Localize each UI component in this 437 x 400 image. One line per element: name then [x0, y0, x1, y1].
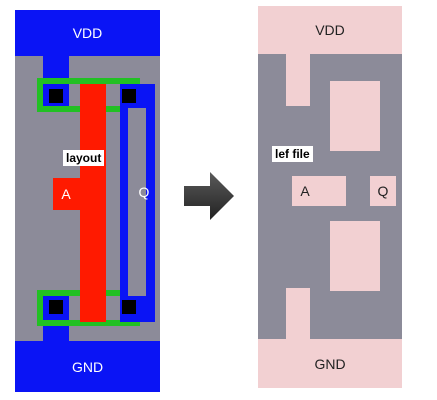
- layout-panel: VDD GND Q A layout: [15, 10, 160, 392]
- right-arrow-icon: [184, 172, 234, 220]
- layout-title-tag: layout: [63, 150, 105, 166]
- lef-a-label: A: [300, 183, 310, 199]
- lef-panel: VDD A Q GND lef file: [258, 6, 402, 388]
- layout-a-pad: [53, 178, 83, 210]
- layout-a-label: A: [61, 186, 71, 202]
- layout-vdd-label: VDD: [72, 25, 103, 41]
- lef-title-tag: lef file: [272, 146, 313, 162]
- layout-gnd-rail: [15, 341, 160, 392]
- lef-vdd-rail: [258, 6, 402, 54]
- layout-vdd-rail: [15, 10, 160, 56]
- layout-q-metal-spine: [146, 84, 155, 322]
- layout-contact-bottom-right: [122, 300, 136, 314]
- lef-gnd-strap: [286, 288, 310, 342]
- lef-gnd-rail: [258, 339, 402, 388]
- lef-q-pin: [370, 176, 396, 206]
- layout-contact-bottom-left: [49, 300, 63, 314]
- layout-q-metal-inner-cut: [128, 108, 146, 298]
- layout-contact-top-left: [49, 89, 63, 103]
- lef-vdd-label: VDD: [315, 22, 345, 38]
- layout-poly-gate: [80, 84, 106, 322]
- lef-obstruction-bottom: [330, 221, 380, 291]
- layout-contact-top-right: [122, 89, 136, 103]
- lef-obstruction-top: [330, 81, 380, 151]
- layout-q-label: Q: [138, 184, 150, 200]
- lef-q-label: Q: [377, 183, 389, 199]
- layout-gnd-label: GND: [71, 358, 104, 375]
- lef-vdd-strap: [286, 52, 310, 106]
- lef-gnd-label: GND: [314, 355, 346, 372]
- lef-a-pin: [292, 176, 346, 206]
